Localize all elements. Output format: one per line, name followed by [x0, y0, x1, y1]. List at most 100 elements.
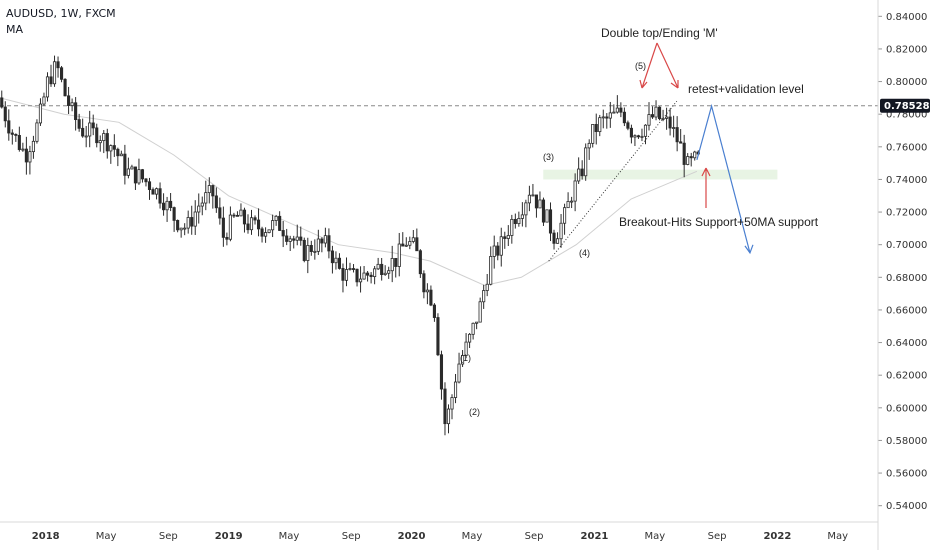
- candle-body: [418, 250, 422, 275]
- candle-body: [133, 166, 137, 184]
- candle-body: [190, 217, 194, 227]
- candle-body: [126, 168, 130, 176]
- candle-body: [42, 96, 46, 105]
- drawings-layer: [548, 42, 754, 262]
- y-tick-label: 0.76000: [886, 142, 927, 153]
- candle-body: [172, 207, 176, 221]
- candle-body: [538, 199, 542, 209]
- x-tick-label: Sep: [159, 531, 178, 542]
- candle-body: [429, 289, 433, 306]
- candle-body: [612, 111, 616, 114]
- candle-body: [485, 283, 489, 291]
- moving-average-layer: [0, 97, 698, 287]
- candle-body: [137, 169, 141, 184]
- candle-body: [506, 235, 510, 239]
- y-tick-label: 0.80000: [886, 77, 927, 88]
- candle-body: [520, 214, 524, 219]
- legend-indicator[interactable]: MA: [6, 23, 24, 36]
- candle-body: [594, 124, 598, 133]
- candle-body: [404, 244, 408, 247]
- y-tick-label: 0.64000: [886, 338, 927, 349]
- candle-body: [256, 219, 261, 230]
- candle-body: [31, 140, 35, 153]
- candle-body: [123, 153, 127, 176]
- support-zone: [543, 169, 778, 180]
- candle-body: [330, 250, 334, 264]
- candle-body: [598, 117, 602, 133]
- y-tick-label: 0.54000: [886, 501, 927, 512]
- candle-body: [411, 237, 415, 242]
- candle-body: [337, 257, 342, 269]
- annotation-double-top: Double top/Ending 'M': [601, 26, 718, 40]
- trendline: [548, 100, 678, 262]
- candle-body: [559, 222, 563, 240]
- candle-body: [162, 202, 166, 211]
- x-tick-label: May: [279, 531, 300, 542]
- candle-body: [95, 127, 99, 144]
- x-tick-label: 2018: [32, 531, 60, 542]
- candle-body: [397, 243, 401, 267]
- candle-body: [510, 218, 514, 236]
- moving-average-line: [0, 97, 698, 287]
- candle-body: [323, 235, 327, 244]
- candle-body: [468, 333, 472, 343]
- candle-body: [654, 106, 658, 118]
- candle-body: [77, 119, 81, 129]
- candle-body: [147, 181, 152, 190]
- x-tick-label: May: [462, 531, 483, 542]
- candle-body: [309, 245, 313, 252]
- candle-body: [193, 211, 197, 227]
- candle-body: [327, 235, 331, 252]
- candle-body: [517, 218, 521, 225]
- candle-body: [295, 236, 299, 241]
- x-tick-label: Sep: [342, 531, 361, 542]
- candle-body: [316, 238, 320, 252]
- candle-body: [450, 397, 454, 410]
- candle-body: [91, 122, 95, 129]
- candle-body: [439, 354, 444, 390]
- candle-body: [513, 218, 517, 225]
- x-tick-label: 2021: [581, 531, 609, 542]
- candle-body: [555, 238, 560, 244]
- candle-body: [675, 127, 679, 143]
- y-tick-label: 0.74000: [886, 175, 927, 186]
- candle-body: [668, 116, 672, 129]
- candle-body: [534, 194, 538, 209]
- candle-body: [640, 135, 644, 138]
- y-tick-label: 0.56000: [886, 469, 927, 480]
- candle-body: [186, 217, 190, 229]
- candle-body: [260, 228, 264, 237]
- candle-body: [84, 135, 88, 138]
- current-price-tag-box: [880, 98, 930, 113]
- candle-body: [615, 107, 619, 113]
- breakout-arrow: [701, 167, 711, 208]
- candle-body: [56, 61, 60, 69]
- candle-body: [274, 215, 278, 221]
- candle-body: [503, 236, 507, 239]
- candle-body: [672, 127, 676, 129]
- candle-body: [383, 272, 387, 275]
- candle-body: [394, 258, 398, 267]
- candle-body: [682, 142, 686, 165]
- candle-body: [541, 199, 546, 223]
- candle-body: [112, 145, 116, 150]
- candle-body: [109, 145, 113, 152]
- candle-body: [461, 355, 465, 365]
- legend-symbol[interactable]: AUDUSD, 1W, FXCM: [6, 7, 116, 20]
- candle-body: [320, 238, 324, 244]
- candle-body: [281, 230, 285, 237]
- candle-body: [478, 301, 482, 323]
- candle-body: [443, 388, 447, 425]
- candle-body: [591, 124, 595, 144]
- chart-legend: AUDUSD, 1W, FXCM MA: [6, 6, 116, 38]
- candle-body: [499, 236, 503, 256]
- candle-body: [225, 236, 229, 240]
- current-price-value: 0.78528: [884, 101, 930, 112]
- candle-body: [380, 263, 384, 275]
- candle-body: [28, 151, 32, 163]
- candle-body: [524, 202, 528, 216]
- projection-path: [696, 103, 751, 253]
- candle-body: [626, 122, 630, 129]
- candle-body: [679, 141, 683, 144]
